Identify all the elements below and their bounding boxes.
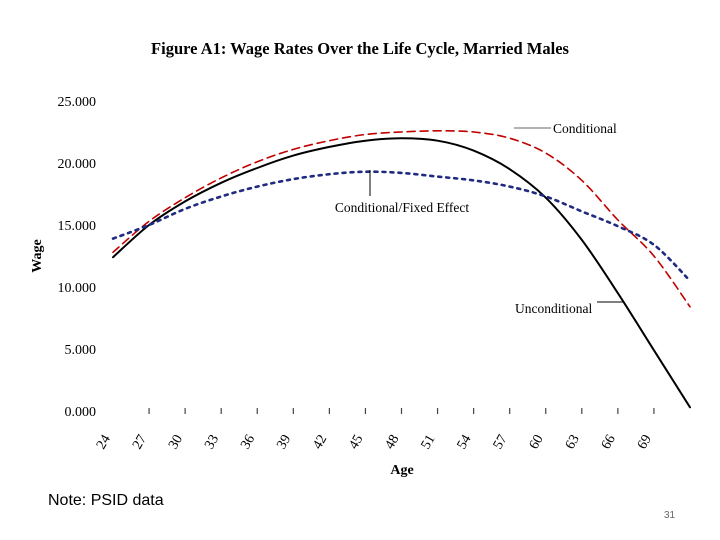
note-text: Note: PSID data — [48, 492, 164, 509]
series-line-unconditional — [112, 137, 691, 409]
x-tick-label: 63 — [563, 432, 583, 452]
x-tick-label: 54 — [455, 432, 475, 452]
fixed-effect-annotation-label: Conditional/Fixed Effect — [335, 200, 470, 215]
x-axis-label: Age — [390, 463, 413, 478]
y-tick-label: 0.000 — [65, 405, 97, 420]
series-line-conditional — [112, 129, 691, 308]
y-axis: 0.000 5.000 10.000 15.000 20.000 25.000 — [58, 95, 97, 420]
y-tick-label: 10.000 — [58, 281, 97, 296]
y-tick-label: 5.000 — [65, 343, 97, 358]
x-axis: 24 27 30 33 36 39 42 45 48 51 54 57 60 63 66 69 — [94, 408, 655, 452]
series-layer — [111, 129, 692, 409]
unconditional-annotation-label: Unconditional — [515, 301, 592, 316]
series-line-conditional-fixed-effect — [111, 170, 692, 283]
x-tick-label: 51 — [419, 432, 439, 452]
chart-title: Figure A1: Wage Rates Over the Life Cycl… — [151, 39, 569, 58]
conditional-annotation-label: Conditional — [553, 121, 617, 136]
x-tick-label: 45 — [346, 432, 366, 452]
x-tick-label: 42 — [310, 432, 330, 452]
x-tick-label: 33 — [202, 432, 222, 452]
y-tick-label: 25.000 — [58, 95, 97, 110]
x-tick-label: 24 — [94, 432, 114, 452]
x-tick-label: 66 — [599, 432, 619, 452]
annotation-layer: Conditional Conditional/Fixed Effect Unc… — [335, 121, 624, 316]
x-tick-label: 27 — [130, 432, 150, 452]
x-tick-label: 57 — [491, 432, 511, 452]
y-tick-label: 15.000 — [58, 219, 97, 234]
x-tick-label: 36 — [238, 432, 258, 452]
x-tick-label: 69 — [635, 432, 655, 452]
page-number: 31 — [664, 510, 676, 521]
x-tick-label: 48 — [382, 432, 402, 452]
x-tick-label: 39 — [274, 432, 294, 452]
y-axis-label: Wage — [30, 239, 45, 272]
x-tick-label: 60 — [527, 432, 547, 452]
y-tick-label: 20.000 — [58, 157, 97, 172]
x-tick-label: 30 — [166, 432, 186, 452]
